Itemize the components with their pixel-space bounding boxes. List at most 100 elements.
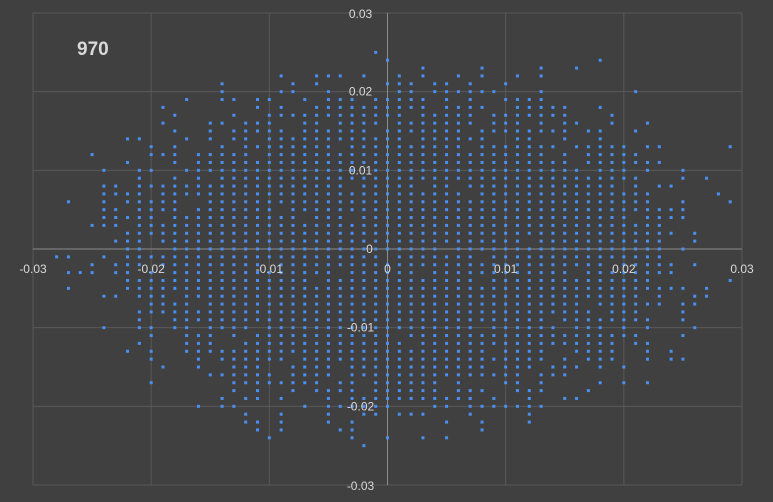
- data-point: [279, 129, 283, 133]
- data-point: [137, 294, 141, 298]
- data-point: [610, 223, 614, 227]
- data-point: [421, 113, 425, 117]
- data-point: [421, 302, 425, 306]
- data-point: [397, 113, 401, 117]
- data-point: [374, 310, 378, 314]
- data-point: [102, 168, 106, 172]
- data-point: [208, 121, 212, 125]
- data-point: [326, 90, 330, 94]
- data-point: [114, 192, 118, 196]
- data-point: [551, 145, 555, 149]
- data-point: [315, 137, 319, 141]
- data-point: [291, 341, 295, 345]
- data-point: [338, 341, 342, 345]
- data-point: [220, 121, 224, 125]
- data-point: [728, 278, 732, 282]
- data-point: [362, 176, 366, 180]
- data-point: [196, 263, 200, 267]
- data-point: [196, 216, 200, 220]
- data-point: [137, 263, 141, 267]
- data-point: [315, 200, 319, 204]
- data-point: [504, 255, 508, 259]
- data-point: [161, 294, 165, 298]
- data-point: [397, 365, 401, 369]
- data-point: [279, 176, 283, 180]
- data-point: [350, 176, 354, 180]
- data-point: [267, 310, 271, 314]
- data-point: [504, 247, 508, 251]
- data-point: [504, 113, 508, 117]
- data-point: [433, 294, 437, 298]
- data-point: [279, 294, 283, 298]
- data-point: [362, 223, 366, 227]
- data-point: [539, 349, 543, 353]
- data-point: [527, 208, 531, 212]
- data-point: [196, 357, 200, 361]
- data-point: [232, 302, 236, 306]
- data-point: [126, 247, 130, 251]
- data-point: [315, 381, 319, 385]
- data-point: [681, 200, 685, 204]
- data-point: [527, 263, 531, 267]
- data-point: [350, 334, 354, 338]
- data-point: [515, 121, 519, 125]
- data-point: [657, 302, 661, 306]
- data-point: [551, 341, 555, 345]
- data-point: [173, 216, 177, 220]
- data-point: [196, 208, 200, 212]
- data-point: [315, 176, 319, 180]
- data-point: [598, 153, 602, 157]
- data-point: [622, 381, 626, 385]
- data-point: [350, 326, 354, 330]
- data-point: [610, 184, 614, 188]
- data-point: [185, 349, 189, 353]
- data-point: [303, 200, 307, 204]
- data-point: [256, 294, 260, 298]
- data-point: [480, 286, 484, 290]
- data-point: [456, 278, 460, 282]
- data-point: [551, 373, 555, 377]
- data-point: [208, 200, 212, 204]
- data-point: [433, 160, 437, 164]
- data-point: [291, 168, 295, 172]
- data-point: [303, 373, 307, 377]
- data-point: [256, 341, 260, 345]
- data-point: [456, 223, 460, 227]
- data-point: [515, 404, 519, 408]
- data-point: [492, 129, 496, 133]
- data-point: [598, 349, 602, 353]
- data-point: [303, 113, 307, 117]
- data-point: [196, 365, 200, 369]
- data-point: [315, 349, 319, 353]
- data-point: [149, 208, 153, 212]
- data-point: [244, 137, 248, 141]
- data-point: [102, 192, 106, 196]
- data-point: [421, 200, 425, 204]
- data-point: [456, 302, 460, 306]
- data-point: [433, 113, 437, 117]
- data-point: [397, 200, 401, 204]
- data-point: [622, 294, 626, 298]
- data-point: [433, 373, 437, 377]
- data-point: [539, 326, 543, 330]
- data-point: [669, 263, 673, 267]
- data-point: [433, 176, 437, 180]
- data-point: [575, 334, 579, 338]
- data-point: [256, 365, 260, 369]
- data-point: [563, 365, 567, 369]
- data-point: [326, 239, 330, 243]
- data-point: [386, 168, 389, 172]
- data-point: [504, 357, 508, 361]
- data-point: [279, 200, 283, 204]
- data-point: [220, 160, 224, 164]
- data-point: [527, 129, 531, 133]
- data-point: [728, 145, 732, 149]
- data-point: [267, 176, 271, 180]
- data-point: [244, 129, 248, 133]
- data-point: [527, 365, 531, 369]
- data-point: [208, 294, 212, 298]
- data-point: [220, 145, 224, 149]
- data-point: [279, 137, 283, 141]
- data-point: [244, 349, 248, 353]
- data-point: [515, 113, 519, 117]
